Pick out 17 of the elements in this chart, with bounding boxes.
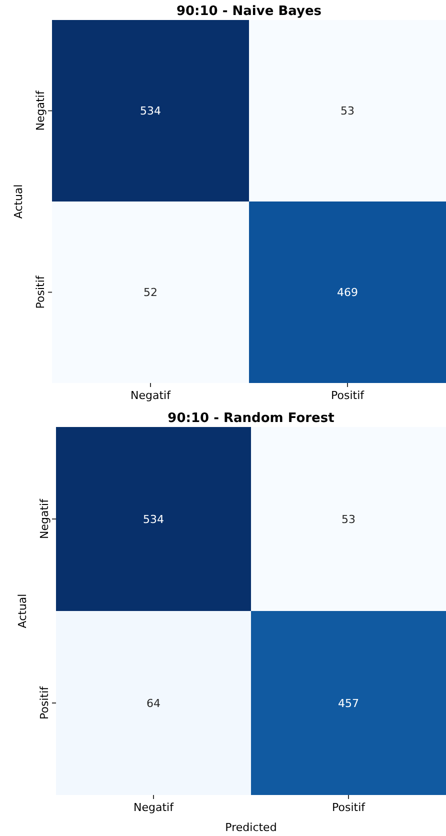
chart-title: 90:10 - Naive Bayes [176,4,322,19]
chart-title: 90:10 - Random Forest [168,411,334,426]
data-label: 534 [140,104,161,118]
y-tick-label: Negatif [38,498,51,539]
data-label: 53 [342,512,356,526]
data-label: 457 [338,696,359,710]
y-tick-label: Negatif [34,90,47,131]
data-label: 53 [340,104,354,118]
y-axis-title: Actual [16,594,29,628]
data-label: 469 [337,286,358,300]
data-label: 64 [146,696,160,710]
x-axis-title: Predicted [225,821,277,834]
data-label: 534 [143,512,164,526]
y-tick-label: Positif [34,274,47,309]
y-tick-label: Positif [38,685,51,720]
data-label: 52 [144,286,158,300]
y-axis-title: Actual [12,184,25,219]
